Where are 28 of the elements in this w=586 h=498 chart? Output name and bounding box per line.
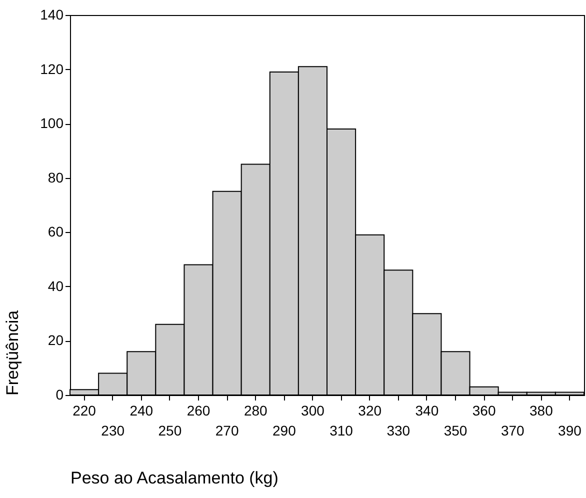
x-tick-label: 330	[386, 422, 410, 438]
x-tick-label: 380	[529, 402, 554, 418]
x-tick-label: 390	[558, 422, 582, 438]
x-tick-label: 260	[186, 402, 210, 418]
x-tick-label: 300	[301, 402, 325, 418]
y-tick-label: 20	[48, 332, 64, 348]
x-tick-label: 370	[500, 422, 525, 438]
x-tick-label: 220	[72, 402, 96, 418]
x-tick-label: 240	[130, 402, 154, 418]
y-tick-label: 60	[48, 224, 64, 240]
x-tick-label: 320	[358, 402, 382, 418]
x-tick-label: 230	[101, 422, 125, 438]
x-tick-label: 270	[215, 422, 239, 438]
x-axis-title: Peso ao Acasalamento (kg)	[70, 468, 278, 488]
x-tick-label: 280	[244, 402, 268, 418]
y-tick-label: 140	[40, 6, 64, 22]
y-tick-label: 40	[48, 278, 64, 294]
x-tick-label: 360	[472, 402, 496, 418]
y-tick-label: 80	[48, 169, 64, 186]
y-tick-label: 0	[56, 386, 64, 402]
y-tick-label: 120	[40, 60, 64, 77]
x-tick-label: 310	[330, 422, 354, 438]
y-tick-label: 100	[40, 115, 64, 132]
x-tick-label: 290	[272, 422, 296, 438]
x-tick-label: 250	[158, 422, 182, 438]
y-axis-title: Freqüência	[3, 310, 22, 396]
x-tick-label: 340	[415, 402, 439, 418]
x-tick-label: 350	[444, 422, 468, 438]
